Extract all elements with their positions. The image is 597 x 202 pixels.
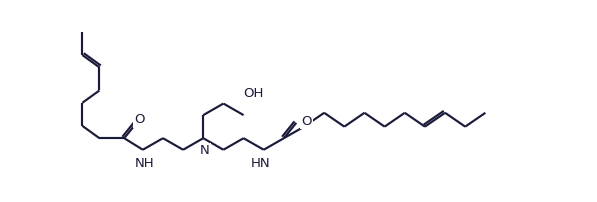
- Text: N: N: [200, 144, 210, 157]
- Text: O: O: [134, 113, 145, 126]
- Text: O: O: [301, 115, 312, 128]
- Text: HN: HN: [251, 157, 270, 170]
- Text: NH: NH: [134, 157, 154, 170]
- Text: OH: OH: [244, 87, 264, 100]
